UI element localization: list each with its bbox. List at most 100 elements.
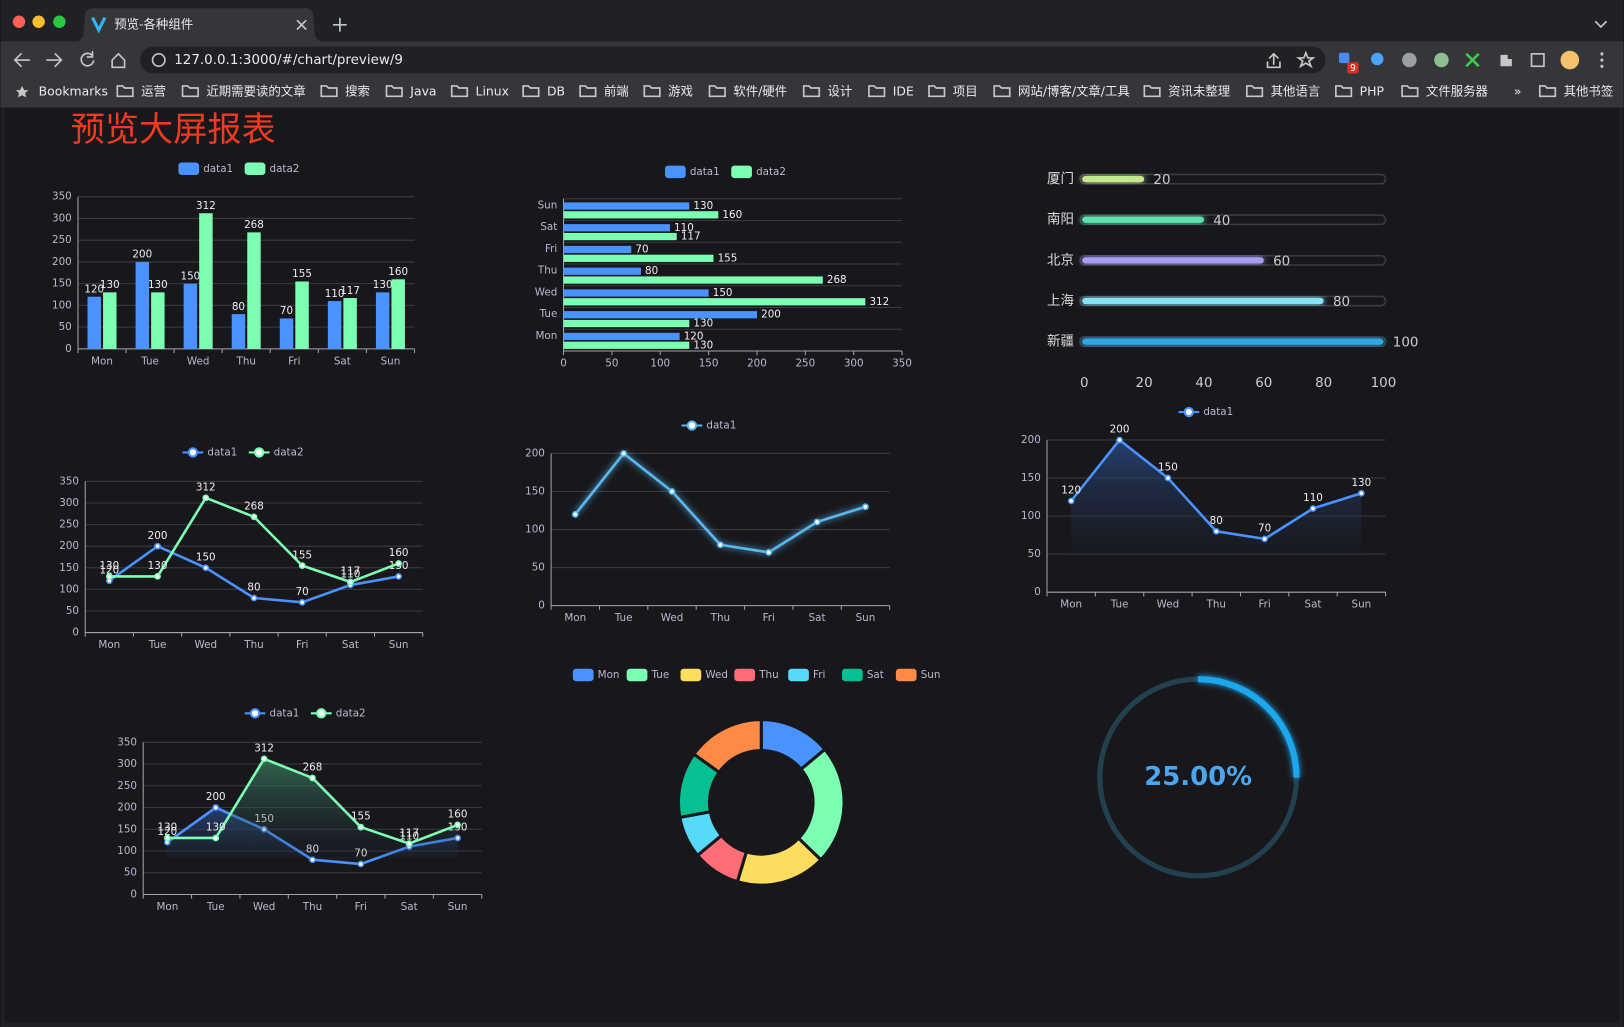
legend-label[interactable]: data1 (1203, 406, 1233, 418)
side-panel[interactable] (1530, 53, 1545, 68)
x-tick-label: 50 (605, 357, 618, 369)
bookmark[interactable]: IDE (893, 84, 914, 99)
progress-track (1079, 173, 1387, 185)
tab-close[interactable] (296, 19, 307, 30)
bookmark[interactable]: 网站/博客/文章/工具 (1018, 84, 1130, 99)
extension-icon[interactable] (1465, 52, 1480, 68)
tab-search[interactable] (1594, 20, 1607, 29)
legend-label[interactable]: data2 (336, 707, 366, 719)
data-label: 200 (132, 249, 152, 261)
bookmark-star[interactable] (1296, 50, 1316, 69)
home-button[interactable] (111, 52, 126, 69)
bookmark[interactable]: 游戏 (668, 84, 693, 99)
legend-label[interactable]: Sun (921, 669, 941, 681)
y-tick-label: Sun (538, 200, 558, 212)
progress-track (1079, 214, 1387, 226)
bar (563, 232, 677, 241)
data-label: 70 (296, 586, 309, 598)
zoom-button[interactable] (53, 15, 66, 28)
x-tick-label: 60 (1255, 376, 1272, 391)
point (309, 856, 316, 864)
extension-icon[interactable] (1371, 52, 1384, 66)
legend-label[interactable]: Fri (813, 669, 825, 681)
point (1261, 535, 1269, 543)
bookmark[interactable]: 近期需要读的文章 (206, 84, 305, 99)
extensions-menu[interactable] (1500, 54, 1512, 67)
bookmark[interactable]: DB (547, 84, 565, 99)
share-button[interactable] (1266, 52, 1281, 69)
data-label: 268 (303, 762, 323, 774)
legend-icon (680, 668, 702, 682)
legend-icon (895, 668, 917, 682)
bookmark[interactable]: PHP (1360, 84, 1385, 99)
folder-icon (385, 85, 403, 98)
close-button[interactable] (12, 15, 26, 28)
y-tick-label: 150 (52, 278, 72, 290)
folder-icon (1335, 85, 1353, 98)
point (202, 564, 210, 572)
legend-label[interactable]: data1 (706, 420, 736, 432)
bookmark[interactable]: 其他书签 (1564, 84, 1614, 99)
progress-bar (1082, 175, 1145, 183)
legend-label[interactable]: data1 (690, 166, 720, 178)
legend-label[interactable]: Tue (651, 669, 670, 681)
extension-icon[interactable] (1434, 52, 1449, 68)
data-label: 155 (292, 549, 312, 561)
legend-label[interactable]: Wed (705, 669, 728, 681)
active-tab[interactable] (74, 8, 324, 42)
legend-label[interactable]: data2 (270, 163, 300, 175)
data-label: 268 (827, 274, 847, 286)
new-tab[interactable] (332, 17, 347, 32)
bar (279, 318, 294, 349)
data-label: 117 (340, 285, 360, 297)
x-tick-label: Sat (1305, 599, 1322, 611)
y-tick-label: 200 (52, 256, 72, 268)
bar (563, 224, 670, 232)
bookmark[interactable]: 其他语言 (1271, 84, 1321, 99)
bookmark[interactable]: 前端 (604, 84, 629, 99)
progress-bar (1082, 257, 1264, 264)
bookmark[interactable]: » (1514, 84, 1522, 99)
bar (375, 292, 390, 349)
bookmark[interactable]: 搜索 (345, 84, 370, 99)
extension-icon[interactable] (1338, 52, 1350, 64)
bookmark[interactable]: 设计 (828, 84, 853, 99)
legend-label[interactable]: data2 (756, 166, 786, 178)
extension-icon[interactable] (1402, 52, 1417, 68)
point (571, 510, 579, 518)
bookmark[interactable]: 文件服务器 (1426, 84, 1489, 99)
legend-label[interactable]: data2 (274, 446, 304, 458)
folder-icon (320, 85, 338, 98)
bookmark[interactable]: Bookmarks (39, 84, 108, 99)
reload-button[interactable] (80, 50, 95, 67)
point (164, 834, 171, 842)
back-button[interactable] (13, 53, 31, 68)
legend-icon (686, 420, 698, 431)
legend-label[interactable]: Mon (598, 669, 620, 681)
bookmark[interactable]: 软件/硬件 (733, 84, 787, 99)
legend-label[interactable]: data1 (207, 446, 237, 458)
legend-label[interactable]: Thu (758, 669, 778, 681)
minimize-button[interactable] (32, 15, 45, 28)
legend-label[interactable]: Sat (867, 669, 884, 681)
forward-button[interactable] (46, 53, 63, 68)
bar (391, 279, 405, 349)
legend-label[interactable]: data1 (203, 163, 233, 175)
address-bar[interactable] (140, 46, 1326, 74)
x-tick-label: 150 (699, 357, 719, 369)
point (154, 542, 161, 550)
point (813, 518, 821, 526)
bar (563, 319, 690, 328)
profile[interactable] (1560, 50, 1580, 70)
bookmark[interactable]: 运营 (141, 84, 166, 99)
legend-label[interactable]: data1 (270, 707, 300, 719)
bookmark[interactable]: Linux (476, 84, 509, 99)
bookmarks-icon (15, 85, 29, 98)
site-info[interactable] (151, 53, 166, 68)
x-tick-label: 20 (1136, 376, 1153, 391)
bookmark[interactable]: Java (409, 84, 436, 99)
bookmark[interactable]: 项目 (953, 84, 978, 99)
data-label: 80 (247, 582, 260, 594)
bookmark[interactable]: 资讯未整理 (1168, 84, 1230, 99)
